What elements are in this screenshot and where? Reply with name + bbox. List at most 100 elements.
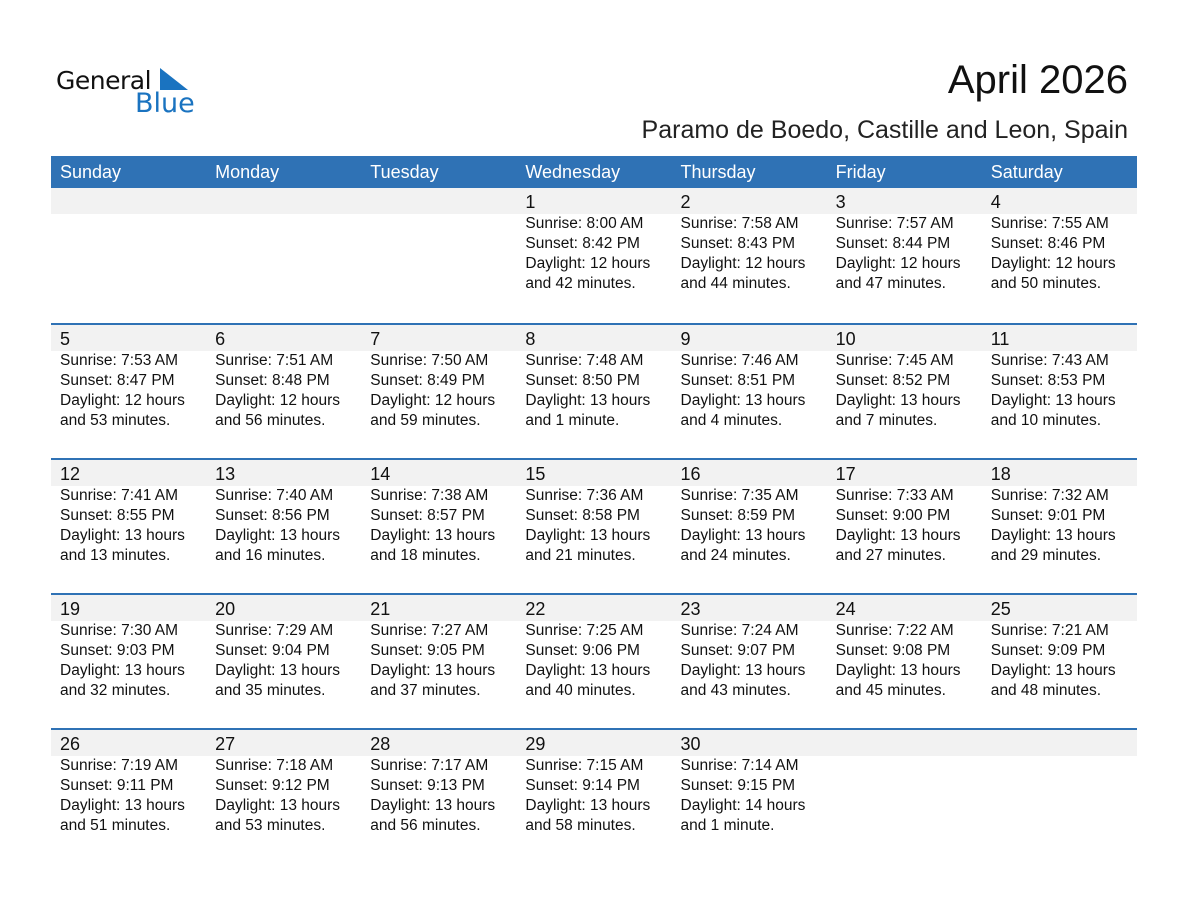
daylight2-text: and 50 minutes. [990,275,1102,292]
sunset-text: Sunset: 8:55 PM [60,507,175,524]
sunrise-text: Sunrise: 7:25 AM [525,622,644,639]
daylight2-text: and 56 minutes. [215,412,326,429]
daylight2-text: and 43 minutes. [680,682,791,699]
daylight2-text: and 47 minutes. [835,275,946,292]
sunset-text: Sunset: 9:07 PM [680,642,796,659]
day-number: 10 [835,329,856,349]
sunset-text: Sunset: 8:53 PM [990,372,1106,389]
logo-text-blue: Blue [135,88,195,119]
day-number: 24 [835,599,856,619]
day-number: 26 [60,734,81,754]
daylight2-text: and 32 minutes. [60,682,171,699]
day-cell: 30 Sunrise: 7:14 AM Sunset: 9:15 PM Dayligh… [672,730,827,836]
daylight1-text: Daylight: 13 hours [370,797,496,814]
empty-cell [982,730,1137,836]
daylight1-text: Daylight: 13 hours [990,527,1116,544]
daylight1-text: Daylight: 13 hours [680,527,806,544]
daylight2-text: and 42 minutes. [525,275,636,292]
daylight2-text: and 18 minutes. [370,547,481,564]
date-band [51,325,1137,351]
day-number: 22 [525,599,546,619]
sunset-text: Sunset: 9:06 PM [525,642,640,659]
day-number: 20 [215,599,236,619]
calendar-grid: Sunday Monday Tuesday Wednesday Thursday Frid… [51,156,1137,863]
sunrise-text: Sunrise: 7:29 AM [215,622,334,639]
day-number: 25 [990,599,1011,619]
sunrise-text: Sunrise: 7:32 AM [990,487,1109,504]
week-cells: 26 Sunrise: 7:19 AM Sunset: 9:11 PM Dayligh… [51,730,1137,836]
sunrise-text: Sunrise: 7:27 AM [370,622,489,639]
day-cell: 28 Sunrise: 7:17 AM Sunset: 9:13 PM Dayligh… [361,730,516,836]
day-cell: 9 Sunrise: 7:46 AM Sunset: 8:51 PM Daylight… [672,325,827,431]
daylight1-text: Daylight: 13 hours [990,392,1116,409]
daylight2-text: and 45 minutes. [835,682,946,699]
daylight1-text: Daylight: 13 hours [835,662,961,679]
day-cell: 16 Sunrise: 7:35 AM Sunset: 8:59 PM Dayligh… [672,460,827,566]
weekday-wednesday: Wednesday [525,162,621,182]
daylight1-text: Daylight: 13 hours [370,662,496,679]
day-number: 1 [525,192,536,212]
daylight1-text: Daylight: 13 hours [525,527,651,544]
day-cell: 18 Sunrise: 7:32 AM Sunset: 9:01 PM Dayligh… [982,460,1137,566]
daylight1-text: Daylight: 12 hours [835,255,961,272]
sunrise-text: Sunrise: 7:17 AM [370,757,489,774]
daylight2-text: and 56 minutes. [370,817,481,834]
day-cell: 15 Sunrise: 7:36 AM Sunset: 8:58 PM Dayligh… [516,460,671,566]
weekday-tuesday: Tuesday [370,162,439,182]
sunrise-text: Sunrise: 7:41 AM [60,487,179,504]
day-cell: 13 Sunrise: 7:40 AM Sunset: 8:56 PM Dayligh… [206,460,361,566]
sunset-text: Sunset: 9:14 PM [525,777,640,794]
daylight2-text: and 1 minute. [525,412,620,429]
date-band [51,460,1137,486]
day-cell: 11 Sunrise: 7:43 AM Sunset: 8:53 PM Dayligh… [982,325,1137,431]
day-number: 5 [60,329,71,349]
daylight1-text: Daylight: 13 hours [525,797,651,814]
sunrise-text: Sunrise: 7:45 AM [835,352,954,369]
date-band [51,188,1137,214]
sunrise-text: Sunrise: 7:38 AM [370,487,489,504]
sunrise-text: Sunrise: 7:35 AM [680,487,799,504]
week-row: 12 Sunrise: 7:41 AM Sunset: 8:55 PM Dayligh… [51,458,1137,593]
daylight1-text: Daylight: 13 hours [215,662,341,679]
sunset-text: Sunset: 8:44 PM [835,235,951,252]
daylight2-text: and 1 minute. [680,817,775,834]
sunrise-text: Sunrise: 7:53 AM [60,352,179,369]
day-cell: 1 Sunrise: 8:00 AM Sunset: 8:42 PM Daylight… [516,188,671,294]
daylight2-text: and 44 minutes. [680,275,791,292]
weekday-friday: Friday [835,162,886,182]
day-number: 28 [370,734,391,754]
sunrise-text: Sunrise: 7:30 AM [60,622,179,639]
weekday-thursday: Thursday [680,162,756,182]
day-cell: 6 Sunrise: 7:51 AM Sunset: 8:48 PM Daylight… [206,325,361,431]
day-cell: 27 Sunrise: 7:18 AM Sunset: 9:12 PM Dayligh… [206,730,361,836]
sunrise-text: Sunrise: 7:40 AM [215,487,334,504]
day-number: 23 [680,599,701,619]
daylight2-text: and 10 minutes. [990,412,1102,429]
day-number: 17 [835,464,856,484]
day-cell: 29 Sunrise: 7:15 AM Sunset: 9:14 PM Dayligh… [516,730,671,836]
empty-cell [827,730,982,836]
day-cell: 4 Sunrise: 7:55 AM Sunset: 8:46 PM Daylight… [982,188,1137,294]
daylight1-text: Daylight: 12 hours [990,255,1116,272]
sunrise-text: Sunrise: 7:22 AM [835,622,954,639]
sunset-text: Sunset: 9:00 PM [835,507,951,524]
daylight2-text: and 21 minutes. [525,547,636,564]
daylight1-text: Daylight: 13 hours [370,527,496,544]
daylight2-text: and 16 minutes. [215,547,326,564]
daylight1-text: Daylight: 13 hours [835,527,961,544]
daylight1-text: Daylight: 13 hours [525,662,651,679]
day-cell: 17 Sunrise: 7:33 AM Sunset: 9:00 PM Dayligh… [827,460,982,566]
day-number: 12 [60,464,81,484]
daylight2-text: and 37 minutes. [370,682,481,699]
daylight1-text: Daylight: 13 hours [60,797,185,814]
day-cell: 5 Sunrise: 7:53 AM Sunset: 8:47 PM Daylight… [51,325,206,431]
daylight1-text: Daylight: 12 hours [370,392,496,409]
daylight1-text: Daylight: 13 hours [835,392,961,409]
day-cell: 26 Sunrise: 7:19 AM Sunset: 9:11 PM Dayligh… [51,730,206,836]
daylight1-text: Daylight: 12 hours [525,255,651,272]
sunset-text: Sunset: 8:57 PM [370,507,485,524]
day-cell: 7 Sunrise: 7:50 AM Sunset: 8:49 PM Daylight… [361,325,516,431]
day-number: 3 [835,192,846,212]
location-subtitle: Paramo de Boedo, Castille and Leon, Spai… [641,116,1128,144]
daylight1-text: Daylight: 12 hours [680,255,806,272]
